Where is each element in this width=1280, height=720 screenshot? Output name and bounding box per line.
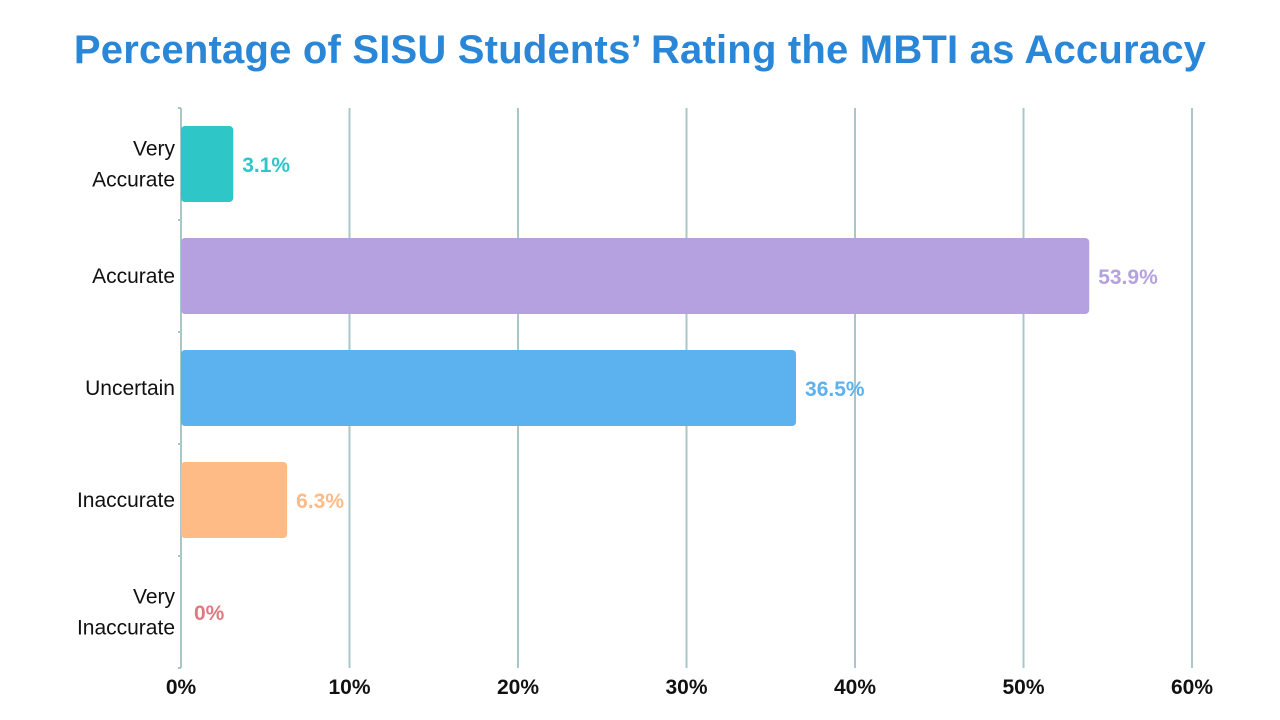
category-label: Very Accurate — [92, 138, 175, 192]
bar — [181, 238, 1090, 314]
category-label: Inaccurate — [77, 489, 175, 512]
x-tick-label: 30% — [665, 676, 707, 699]
x-tick-label: 50% — [1002, 676, 1044, 699]
bar — [181, 350, 797, 426]
bar — [181, 126, 234, 202]
x-tick-label: 60% — [1171, 676, 1213, 699]
bars — [181, 126, 1090, 538]
category-label: Uncertain — [85, 377, 175, 400]
bar — [181, 462, 288, 538]
value-label: 0% — [194, 602, 225, 625]
value-label: 3.1% — [242, 154, 290, 177]
chart-title: Percentage of SISU Students’ Rating the … — [73, 28, 1207, 72]
category-labels: Very Accurate Accurate Uncertain Inaccurate V… — [77, 138, 176, 640]
value-label: 36.5% — [805, 378, 865, 401]
x-tick-label: 10% — [328, 676, 370, 699]
x-axis-tick-labels: 0% 10% 20% 30% 40% 50% 60% — [166, 676, 1214, 699]
category-label: Accurate — [92, 265, 175, 288]
category-label: Very Inaccurate — [77, 586, 176, 640]
x-tick-label: 20% — [497, 676, 539, 699]
value-label: 6.3% — [296, 490, 344, 513]
x-tick-label: 0% — [166, 676, 197, 699]
value-label: 53.9% — [1098, 266, 1158, 289]
value-labels: 3.1% 53.9% 36.5% 6.3% 0% — [194, 154, 1158, 625]
x-tick-label: 40% — [834, 676, 876, 699]
